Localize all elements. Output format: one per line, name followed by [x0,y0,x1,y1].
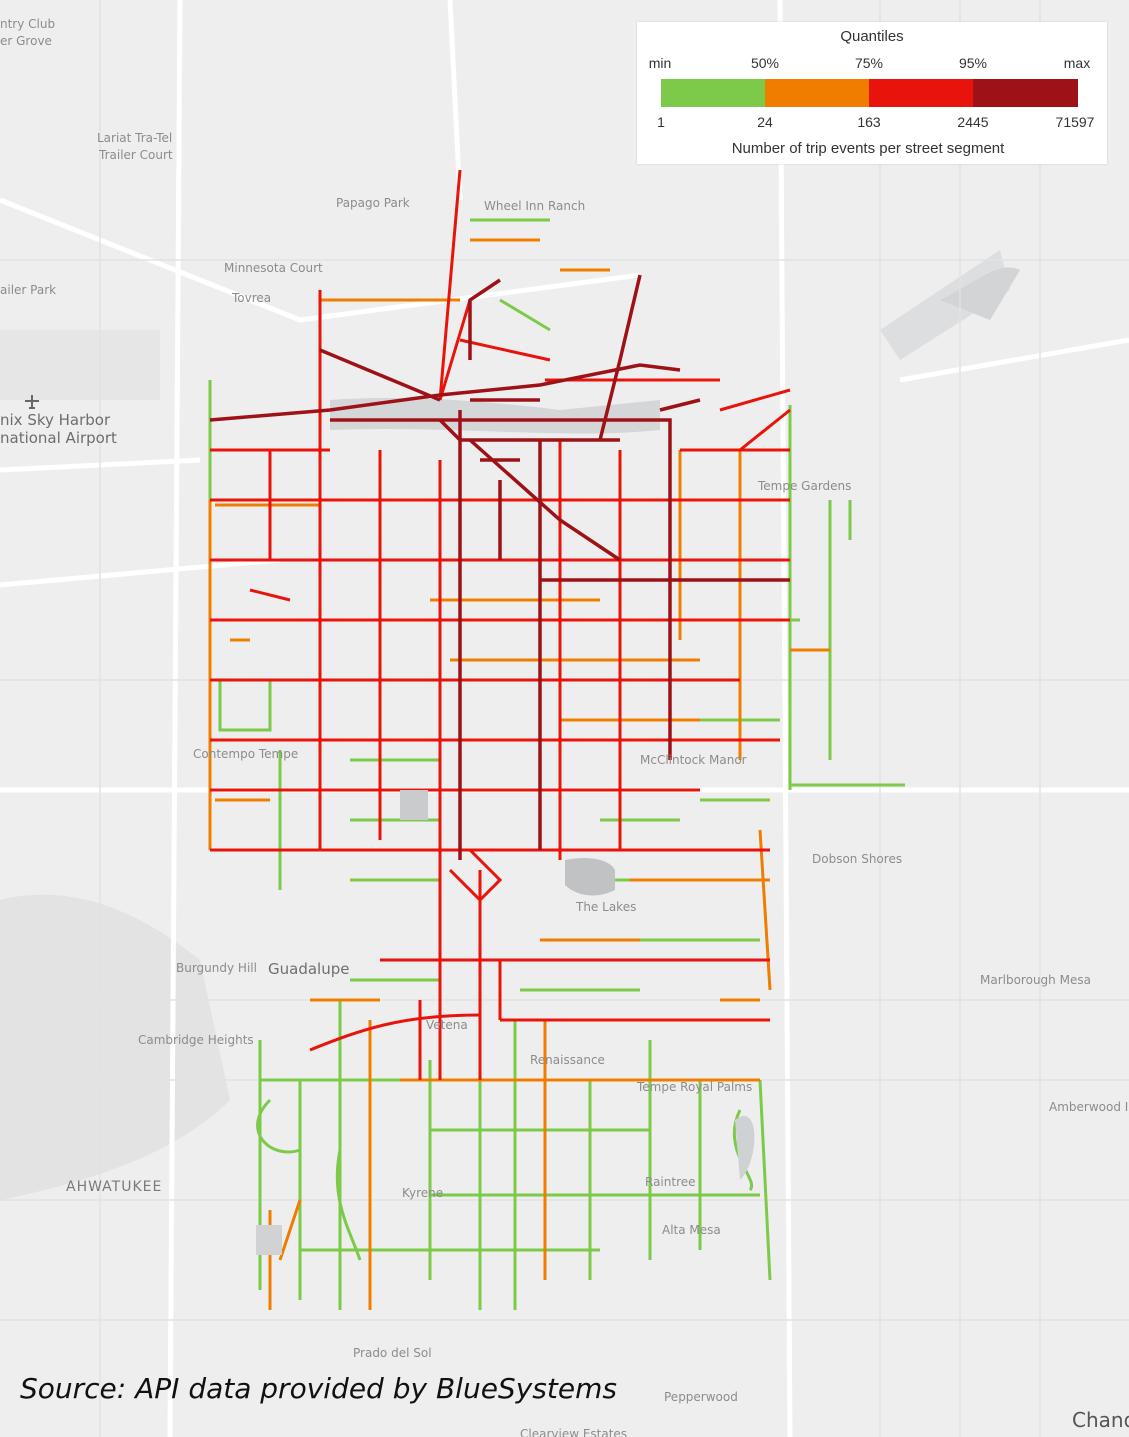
place-label: ntry Club [0,17,56,31]
place-label: Amberwood I [1049,1100,1129,1114]
quantile-label: 95% [958,55,988,71]
place-label: Marlborough Mesa [980,973,1091,987]
airport-label: national Airport [0,429,117,447]
place-label: ailer Park [0,283,57,297]
quantile-label: 75% [854,55,884,71]
place-label: Minnesota Court [224,261,323,275]
source-note: Source: API data provided by BlueSystems [20,1372,617,1405]
place-label: Kyrene [402,1186,444,1200]
place-label: Renaissance [530,1053,605,1067]
airport-label: nix Sky Harbor [0,411,111,429]
place-label: Guadalupe [268,960,350,978]
place-label: AHWATUKEE [66,1179,163,1195]
place-label: Trailer Court [99,148,173,162]
place-label: Papago Park [336,196,410,210]
value-label: 2445 [957,114,989,130]
airport-icon [25,395,39,409]
value-label: 163 [857,114,881,130]
place-label: Vetena [426,1018,468,1032]
place-label: Contempo Tempe [193,747,299,761]
legend-caption: Number of trip events per street segment [731,140,1005,157]
place-label: Chand [1072,1408,1129,1432]
place-label: McClintock Manor [640,753,747,767]
legend-title: Quantiles [840,28,904,45]
place-label: Lariat Tra-Tel [97,131,173,145]
segments-mid [208,238,830,1310]
place-label: Raintree [645,1175,696,1189]
quantile-label: min [648,55,672,71]
value-label: 1 [657,114,665,130]
place-label: Wheel Inn Ranch [484,199,586,213]
place-label: Dobson Shores [812,852,903,866]
quantile-label: max [1063,55,1091,71]
place-label: The Lakes [576,900,637,914]
quantile-label: 50% [750,55,780,71]
segments-low [208,218,905,1310]
place-label: Prado del Sol [353,1346,432,1360]
legend: Quantiles min 50% 75% 95% max 1 24 163 2… [637,22,1107,164]
legend-bar-max [973,79,1078,107]
value-label: 71597 [1055,114,1095,130]
place-label: Tempe Royal Palms [637,1080,753,1094]
place-label: Tempe Gardens [758,479,852,493]
legend-bar-low [661,79,765,107]
place-label: Cambridge Heights [138,1033,254,1047]
place-label: er Grove [0,34,52,48]
place-label: Pepperwood [664,1390,738,1404]
place-label: Clearview Estates [520,1427,628,1437]
place-label: Tovrea [232,291,272,305]
segments-max [209,274,790,860]
legend-bar-mid [765,79,869,107]
place-label: Alta Mesa [662,1223,721,1237]
segments-high [210,169,791,1080]
legend-bar-high [869,79,973,107]
place-label: Burgundy Hill [176,961,257,975]
value-label: 24 [757,114,773,130]
